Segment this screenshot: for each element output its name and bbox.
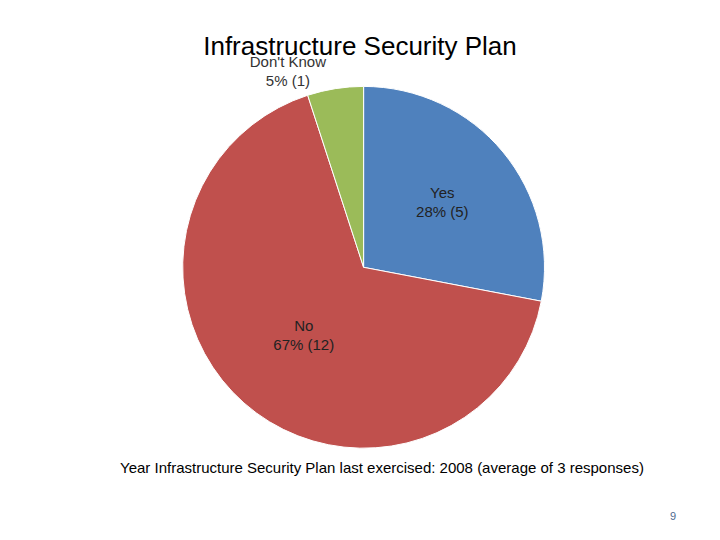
svg-text:9: 9 (670, 510, 676, 522)
svg-text:Year Infrastructure Security P: Year Infrastructure Security Plan last e… (120, 459, 644, 476)
svg-text:Yes28% (5): Yes28% (5) (416, 184, 469, 221)
svg-text:No67% (12): No67% (12) (273, 317, 334, 354)
svg-text:Don't Know5% (1): Don't Know5% (1) (250, 53, 326, 90)
svg-text:Infrastructure Security Plan: Infrastructure Security Plan (203, 31, 517, 61)
